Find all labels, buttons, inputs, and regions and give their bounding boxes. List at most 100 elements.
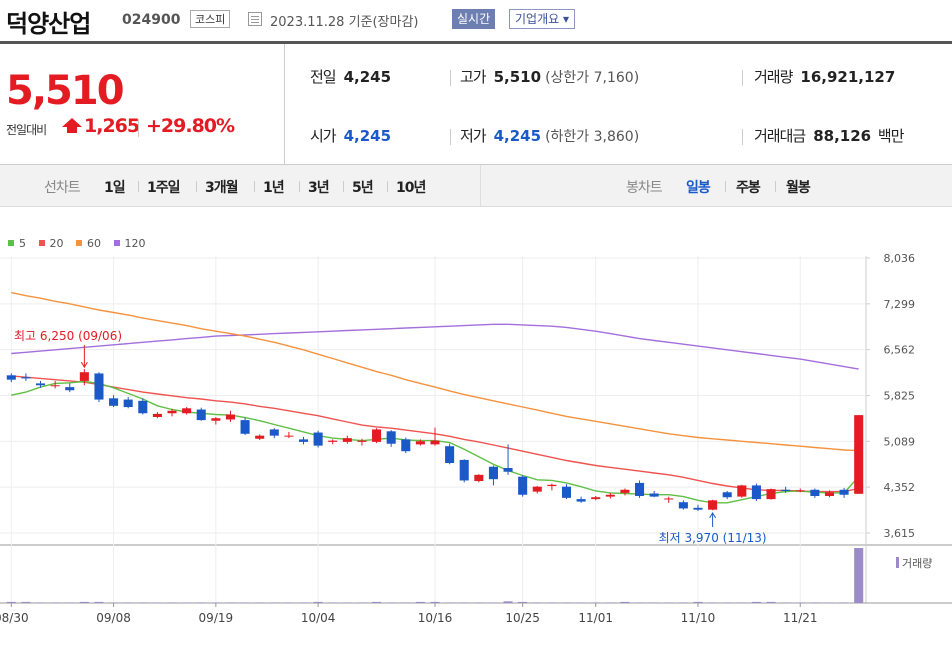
candle [152, 412, 162, 419]
candle [445, 443, 455, 465]
volume-bar [722, 602, 732, 603]
candle [196, 407, 206, 421]
legend-ma60[interactable]: 60 [76, 237, 101, 250]
period-5y[interactable]: 5년 [352, 180, 374, 196]
candle-body [35, 383, 46, 386]
period-1w[interactable]: 1주일 [147, 180, 181, 196]
volume-bar [6, 601, 16, 603]
volume-bar [386, 602, 396, 603]
period-1d[interactable]: 1일 [104, 180, 126, 196]
volume-value: 16,921,127 [800, 68, 896, 86]
period-daily[interactable]: 일봉 [686, 180, 711, 196]
volume-bar [342, 602, 352, 603]
candle-body [255, 435, 265, 439]
candle [94, 372, 104, 403]
candle-body [415, 441, 425, 445]
candle-body [50, 385, 60, 387]
volume-bar [313, 601, 323, 603]
volume-bar [561, 602, 572, 603]
candle [138, 398, 148, 415]
candle-body [708, 500, 718, 510]
candle [708, 499, 718, 511]
divider [775, 181, 776, 192]
x-tick-label: 08/30 [0, 611, 29, 625]
candle-body [737, 485, 747, 497]
y-tick-label: 5,089 [884, 435, 916, 448]
candle [474, 474, 484, 483]
period-3y[interactable]: 3년 [308, 180, 330, 196]
legend-ma5[interactable]: 5 [8, 237, 26, 250]
x-tick-label: 09/19 [199, 611, 234, 625]
candle-body [532, 486, 542, 492]
volume-bar [664, 602, 674, 603]
candle [605, 492, 615, 499]
candle [503, 444, 513, 475]
x-tick-label: 10/25 [505, 611, 540, 625]
period-monthly[interactable]: 월봉 [786, 180, 811, 196]
candle [459, 459, 469, 483]
candle [824, 490, 835, 498]
candle-body [372, 429, 382, 442]
high-label: 고가 [460, 68, 487, 86]
divider [343, 181, 344, 192]
volume-bar [415, 601, 425, 603]
candle-body [269, 429, 279, 436]
candle [342, 435, 352, 444]
candle-body [518, 476, 528, 495]
prev-close: 전일 4,245 [310, 66, 391, 87]
legend-swatch [8, 240, 14, 246]
chart-grid [0, 256, 952, 607]
candle-body [445, 446, 455, 464]
legend-ma120[interactable]: 120 [113, 237, 146, 250]
realtime-button[interactable]: 실시간 [452, 9, 496, 29]
candle [415, 439, 425, 446]
period-1y[interactable]: 1년 [263, 180, 285, 196]
candle [518, 475, 528, 497]
candle-body [94, 373, 104, 400]
volume-bar [459, 602, 469, 603]
current-price-box: 5,510 전일대비 1,265 +29.80% [0, 44, 285, 164]
candle-body [152, 413, 162, 417]
volume: 거래량 16,921,127 [754, 66, 895, 87]
volume-bar [693, 601, 703, 603]
candle [781, 486, 791, 493]
candle [751, 483, 761, 501]
company-info-dropdown[interactable]: 기업개요 ▾ [509, 9, 575, 29]
calendar-icon [248, 12, 262, 26]
volume-bar [328, 602, 338, 603]
candle-body [839, 489, 849, 495]
low-value: 4,245 [493, 127, 542, 145]
legend-label: 5 [19, 237, 26, 250]
period-10y[interactable]: 10년 [396, 180, 426, 196]
candle-body [576, 499, 586, 502]
candle [591, 495, 601, 501]
volume-bar [781, 602, 791, 603]
volume-bar [50, 602, 60, 603]
candle [839, 487, 849, 498]
candle [678, 500, 688, 510]
low-arrow-head [709, 511, 717, 519]
volume-bar [35, 602, 46, 603]
trade-amount: 거래대금 88,126 백만 [754, 125, 911, 146]
candle [620, 488, 630, 496]
divider [138, 181, 139, 192]
candle [401, 437, 411, 454]
candle-body [474, 474, 484, 482]
candle [35, 380, 46, 388]
candle [328, 439, 338, 445]
volume-bar [708, 602, 718, 603]
y-tick-label: 3,615 [884, 527, 916, 540]
y-tick-label: 6,562 [884, 344, 916, 357]
volume-bar [795, 602, 805, 603]
volume-chart: 거래량 [6, 548, 932, 603]
volume-bar [824, 602, 835, 603]
candle [6, 373, 16, 383]
period-weekly[interactable]: 주봉 [736, 180, 761, 196]
legend-label: 20 [49, 237, 64, 250]
volume-bar [547, 602, 557, 603]
candle [182, 407, 192, 415]
stock-chart[interactable]: 최고 6,250 (09/06) 최저 3,970 (11/13) 8,036 7,… [0, 207, 952, 645]
period-3m[interactable]: 3개월 [205, 180, 239, 196]
volume-bar [298, 602, 309, 603]
legend-ma20[interactable]: 20 [38, 237, 64, 250]
